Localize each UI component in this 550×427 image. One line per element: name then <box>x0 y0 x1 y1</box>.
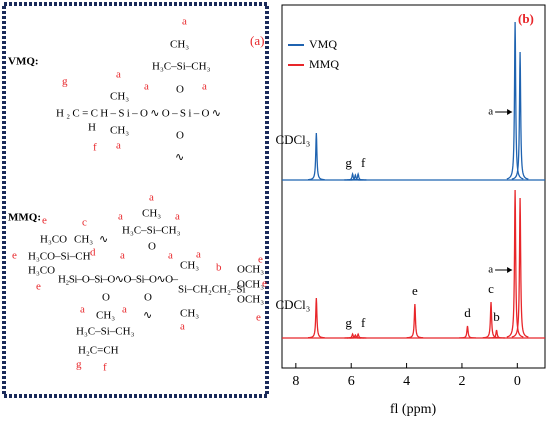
atom: Si–CH₂CH₂–Si <box>178 284 246 296</box>
peak-letter: e <box>258 254 263 266</box>
atom: O <box>148 241 156 253</box>
atom: CH₃ <box>180 260 199 272</box>
peak-letter: d <box>90 247 96 259</box>
vmq-title: VMQ: <box>8 56 39 68</box>
arrow-head <box>507 109 513 115</box>
atom: OCH₃ <box>237 294 264 306</box>
atom: CH₃ <box>110 91 129 103</box>
panel-label: (b) <box>518 11 534 26</box>
atom: OCH₃ <box>237 264 264 276</box>
peak-letter: a <box>175 211 180 223</box>
atom: O <box>176 84 184 96</box>
peak <box>349 332 367 339</box>
peak-letter: a <box>116 69 121 81</box>
atom: H₃C–Si–CH₃ <box>152 61 211 73</box>
atom: ∿ <box>99 234 108 246</box>
atom: H₂Si–O–Si–O∿O–Si–O∿O– <box>58 274 179 286</box>
atom: CH₃ <box>74 234 93 246</box>
mmq-title: MMQ: <box>8 212 41 224</box>
atom: H <box>88 122 96 134</box>
x-tick-label: 2 <box>458 374 465 389</box>
legend-label: VMQ <box>309 37 337 51</box>
atom: H₃C–Si–CH₃ <box>122 225 181 237</box>
atom: O <box>176 130 184 142</box>
peak-letter: a <box>80 304 85 316</box>
panel-label: (a) <box>250 33 264 48</box>
peak <box>511 51 529 180</box>
peak-label: f <box>361 315 366 330</box>
peak <box>506 21 524 180</box>
x-tick-label: 8 <box>292 374 299 389</box>
atom: CH₃ <box>96 310 115 322</box>
plot-frame <box>281 4 546 369</box>
atom: CH₃ <box>180 308 199 320</box>
peak-letter: a <box>182 16 187 28</box>
atom: ∿ <box>143 310 152 322</box>
x-tick-label: 0 <box>514 374 521 389</box>
atom: ∿ <box>175 152 184 164</box>
atom: CH₃ <box>170 39 189 51</box>
peak <box>307 297 325 339</box>
peak-letter: c <box>82 217 87 229</box>
arrow-head <box>507 267 513 273</box>
peak-letter: g <box>62 76 68 88</box>
peak-label: e <box>412 283 418 298</box>
peak-letter: a <box>122 304 127 316</box>
peak-label: c <box>488 281 494 296</box>
peak-label: d <box>464 305 471 320</box>
peak-letter: e <box>42 215 47 227</box>
atom: H₃C–Si–CH₃ <box>76 326 135 338</box>
peak-letter: e <box>262 278 267 290</box>
atom: H₃CO–Si–CH <box>28 251 91 263</box>
atom: O <box>144 292 152 304</box>
peak-letter: f <box>93 142 97 154</box>
atom: OCH₃ <box>237 279 264 291</box>
peak <box>406 303 424 339</box>
peak <box>488 329 505 339</box>
peak-letter: a <box>168 250 173 262</box>
atom: CH₃ <box>110 125 129 137</box>
x-tick-label: 6 <box>348 374 355 389</box>
peak-label: f <box>361 155 366 170</box>
peak-letter: g <box>76 359 82 371</box>
peak-letter: a <box>180 321 185 333</box>
peak-letter: a <box>116 140 121 152</box>
peak-letter: a <box>196 249 201 261</box>
atom: H₂C=CH <box>78 345 119 357</box>
peak-label: CDCl₃ <box>275 132 310 147</box>
peak <box>511 197 529 338</box>
atom: H₃CO <box>40 234 67 246</box>
peak-letter: b <box>216 262 222 274</box>
atom: H₂C=CH–Si–O∿O–Si–O∿ <box>56 108 221 120</box>
peak <box>482 301 500 339</box>
peak-label: CDCl₃ <box>275 297 310 312</box>
peak-label: b <box>493 309 500 324</box>
peak-label: g <box>345 155 352 170</box>
x-tick-label: 4 <box>403 374 410 389</box>
peak-label: a <box>488 264 493 276</box>
peak-letter: a <box>118 211 123 223</box>
peak-label: g <box>345 315 352 330</box>
atom: H₃CO <box>28 265 55 277</box>
peak-letter: e <box>36 281 41 293</box>
peak-letter: a <box>202 81 207 93</box>
peak-letter: e <box>256 312 261 324</box>
panel-a-border <box>2 2 269 398</box>
peak <box>349 171 367 181</box>
peak <box>307 132 325 181</box>
peak-letter: a <box>120 250 125 262</box>
peak-letter: f <box>103 362 107 374</box>
peak <box>506 189 524 338</box>
peak <box>459 325 476 339</box>
peak-letter: e <box>12 250 17 262</box>
atom: CH₃ <box>142 208 161 220</box>
x-axis-label: fl (ppm) <box>390 402 437 417</box>
atom: O <box>102 292 110 304</box>
legend-label: MMQ <box>309 57 339 71</box>
peak-label: a <box>488 106 493 118</box>
peak-letter: a <box>149 192 154 204</box>
peak-letter: a <box>144 81 149 93</box>
